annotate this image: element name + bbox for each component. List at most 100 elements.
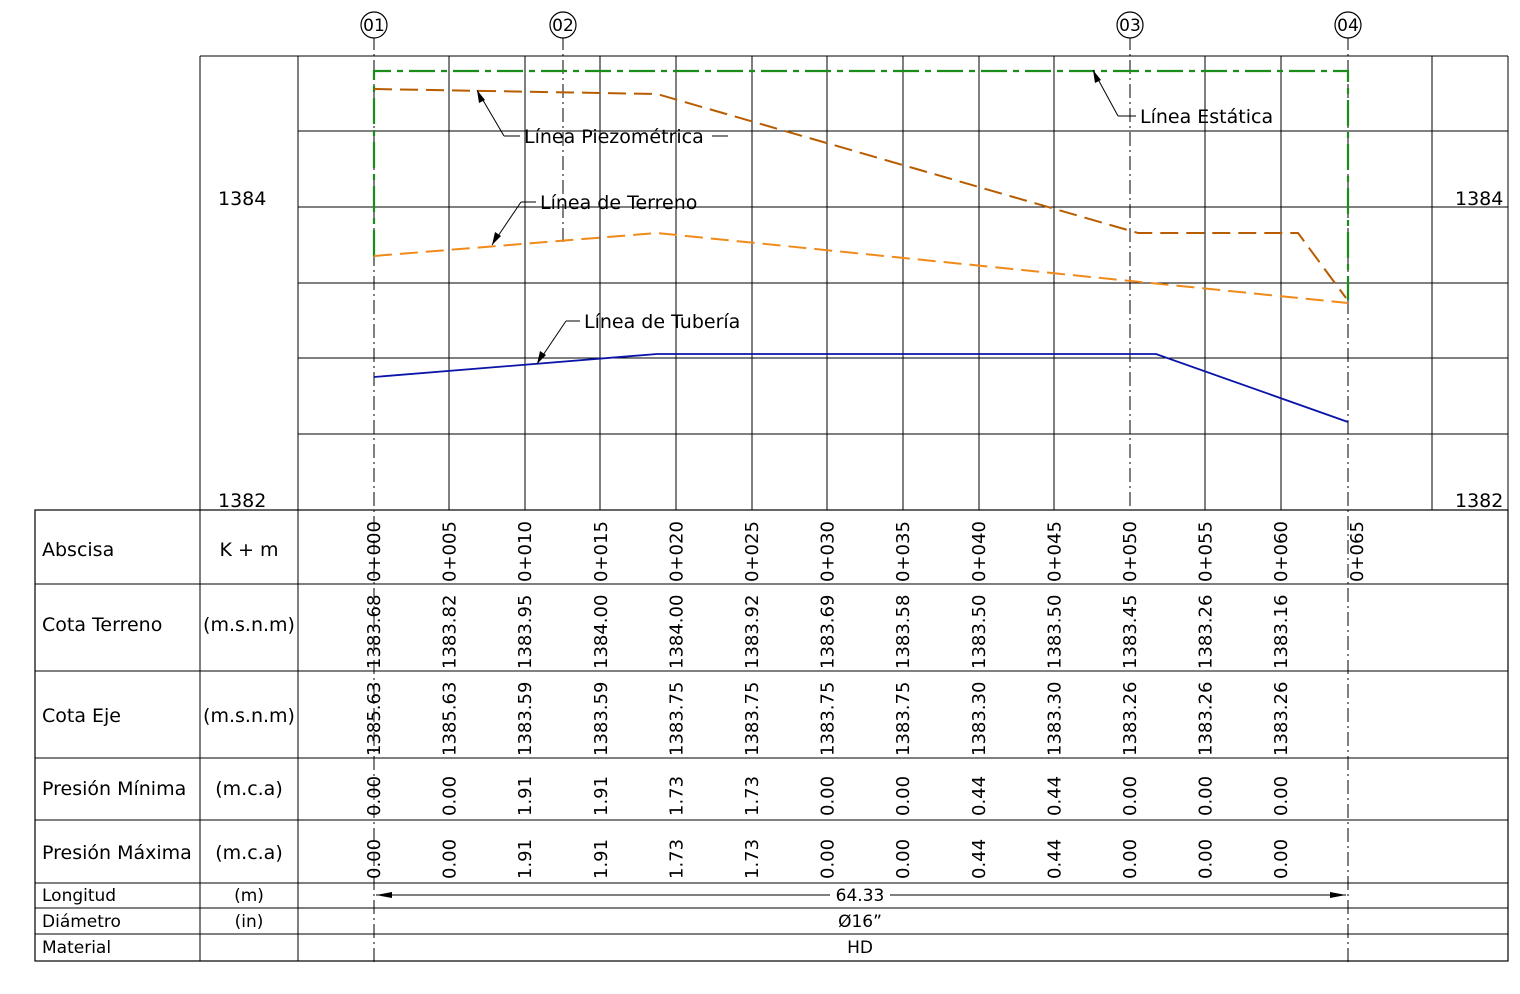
- cota-terreno-value: 1383.69: [818, 595, 839, 669]
- svg-text:04: 04: [1337, 16, 1359, 36]
- callout-tuberia: Línea de Tubería: [536, 311, 740, 365]
- row-label-cota-eje: Cota Eje: [42, 705, 121, 727]
- station-columns: 0+000 0+005 0+010 0+015 0+020 0+025 0+030 0+035…: [364, 521, 1368, 879]
- svg-text:01: 01: [363, 16, 385, 36]
- cota-eje-value: 1383.59: [591, 682, 612, 756]
- station-label: 0+035: [893, 521, 914, 582]
- row-unit-cota-terreno: (m.s.n.m): [203, 614, 295, 636]
- profile-grid: [199, 55, 1509, 510]
- elevation-label-left-bottom: 1382: [218, 490, 266, 512]
- marker-axes: [373, 36, 1349, 962]
- svg-text:Línea de Terreno: Línea de Terreno: [540, 192, 697, 214]
- cota-eje-value: 1383.59: [515, 682, 536, 756]
- row-label-longitud: Longitud: [42, 886, 116, 906]
- cota-terreno-value: 1383.82: [440, 595, 461, 669]
- station-label: 0+055: [1196, 521, 1217, 582]
- svg-text:Línea Estática: Línea Estática: [1140, 106, 1273, 128]
- row-unit-diametro: (in): [235, 912, 264, 932]
- marker-03: 03: [1116, 11, 1144, 39]
- presion-maxima-value: 0.00: [1120, 839, 1141, 879]
- cota-eje-value: 1383.26: [1196, 682, 1217, 756]
- terrain-line: [373, 231, 1349, 304]
- station-label: 0+020: [666, 521, 687, 582]
- row-label-abscisa: Abscisa: [42, 539, 114, 561]
- cota-terreno-value: 1383.68: [364, 595, 385, 669]
- svg-text:Línea de Tubería: Línea de Tubería: [584, 311, 740, 333]
- cota-eje-value: 1385.63: [364, 682, 385, 756]
- presion-maxima-value: 0.44: [1044, 839, 1065, 879]
- row-unit-cota-eje: (m.s.n.m): [203, 705, 295, 727]
- cota-eje-value: 1383.75: [818, 682, 839, 756]
- presion-maxima-value: 1.91: [515, 839, 536, 879]
- cota-terreno-value: 1383.50: [969, 595, 990, 669]
- elevation-label-left-top: 1384: [218, 188, 266, 210]
- cota-eje-value: 1383.75: [742, 682, 763, 756]
- cota-eje-value: 1383.75: [893, 682, 914, 756]
- row-unit-longitud: (m): [234, 886, 264, 906]
- elevation-label-right-bottom: 1382: [1455, 490, 1503, 512]
- row-label-cota-terreno: Cota Terreno: [42, 614, 162, 636]
- station-label: 0+040: [969, 521, 990, 582]
- station-label: 0+000: [364, 521, 385, 582]
- presion-minima-value: 1.91: [591, 776, 612, 816]
- cota-terreno-value: 1383.58: [893, 595, 914, 669]
- cota-eje-value: 1383.30: [969, 682, 990, 756]
- cota-eje-value: 1383.75: [666, 682, 687, 756]
- presion-maxima-value: 1.73: [742, 839, 763, 879]
- presion-maxima-value: 0.00: [893, 839, 914, 879]
- station-label: 0+015: [591, 521, 612, 582]
- callout-estatica: Línea Estática: [1092, 69, 1273, 128]
- station-label: 0+005: [440, 521, 461, 582]
- presion-minima-value: 0.44: [969, 776, 990, 816]
- row-label-presion-maxima: Presión Máxima: [42, 842, 192, 864]
- presion-minima-value: 0.00: [1196, 776, 1217, 816]
- presion-maxima-value: 0.00: [440, 839, 461, 879]
- station-label: 0+050: [1120, 521, 1141, 582]
- presion-maxima-value: 0.00: [1196, 839, 1217, 879]
- cota-eje-value: 1385.63: [440, 682, 461, 756]
- station-label: 0+030: [818, 521, 839, 582]
- presion-minima-value: 0.00: [893, 776, 914, 816]
- row-unit-abscisa: K + m: [220, 539, 279, 561]
- diametro-value: Ø16”: [838, 912, 882, 932]
- svg-text:Línea Piezométrica: Línea Piezométrica: [524, 126, 704, 148]
- presion-minima-value: 0.00: [1120, 776, 1141, 816]
- piezometric-line: [373, 88, 1347, 299]
- row-label-diametro: Diámetro: [42, 912, 121, 932]
- station-label: 0+045: [1044, 521, 1065, 582]
- svg-text:03: 03: [1119, 16, 1141, 36]
- longitud-value: 64.33: [836, 886, 885, 906]
- cota-eje-value: 1383.26: [1120, 682, 1141, 756]
- cota-eje-value: 1383.30: [1044, 682, 1065, 756]
- presion-maxima-value: 0.00: [1271, 839, 1292, 879]
- data-table: [34, 509, 1509, 962]
- presion-maxima-value: 0.44: [969, 839, 990, 879]
- row-label-material: Material: [42, 938, 111, 958]
- pipe-line: [373, 353, 1349, 423]
- elevation-label-right-top: 1384: [1455, 188, 1503, 210]
- cota-terreno-value: 1383.95: [515, 595, 536, 669]
- callout-terreno: Línea de Terreno: [491, 192, 734, 246]
- marker-01: 01: [360, 11, 388, 39]
- cota-eje-value: 1383.26: [1271, 682, 1292, 756]
- station-label: 0+010: [515, 521, 536, 582]
- row-unit-presion-maxima: (m.c.a): [215, 842, 283, 864]
- cota-terreno-value: 1384.00: [591, 595, 612, 669]
- station-label: 0+025: [742, 521, 763, 582]
- presion-minima-value: 0.00: [1271, 776, 1292, 816]
- presion-minima-value: 0.44: [1044, 776, 1065, 816]
- presion-minima-value: 1.73: [742, 776, 763, 816]
- presion-minima-value: 0.00: [364, 776, 385, 816]
- cota-terreno-value: 1383.26: [1196, 595, 1217, 669]
- cota-terreno-value: 1383.50: [1044, 595, 1065, 669]
- presion-minima-value: 1.91: [515, 776, 536, 816]
- cota-terreno-value: 1383.45: [1120, 595, 1141, 669]
- presion-maxima-value: 1.73: [666, 839, 687, 879]
- presion-minima-value: 1.73: [666, 776, 687, 816]
- material-value: HD: [847, 938, 873, 958]
- row-unit-presion-minima: (m.c.a): [215, 778, 283, 800]
- presion-minima-value: 0.00: [440, 776, 461, 816]
- cota-terreno-value: 1383.92: [742, 595, 763, 669]
- presion-maxima-value: 1.91: [591, 839, 612, 879]
